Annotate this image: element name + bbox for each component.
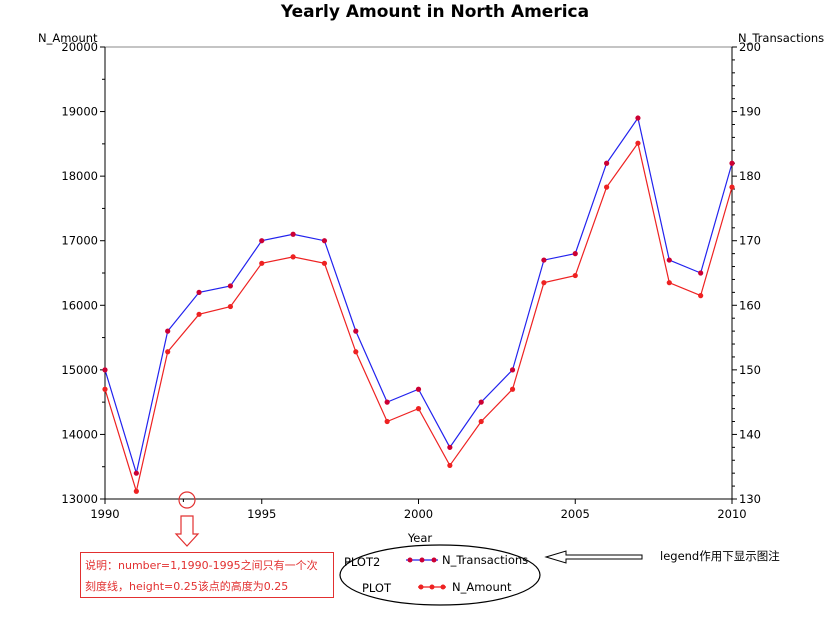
data-point-n-amount-1999 (384, 418, 390, 425)
y-tick-label-left: 18000 (61, 169, 98, 183)
data-point-n-amount-1994 (227, 303, 233, 310)
data-point-n-amount-2000 (415, 406, 422, 412)
y-tick-label-right: 170 (739, 234, 761, 248)
data-point-n-transactions-1992 (165, 328, 171, 334)
legend-group-plot: PLOT (362, 581, 392, 595)
data-point-n-transactions-1991 (133, 470, 139, 476)
data-point-n-amount-1996 (290, 254, 296, 260)
x-tick-label: 2010 (717, 507, 746, 521)
data-point-n-transactions-2010 (729, 160, 735, 166)
series-line-n-amount (104, 141, 733, 494)
y-tick-label-left: 15000 (61, 363, 98, 377)
y-tick-label-left: 19000 (61, 105, 98, 119)
data-point-n-amount-2002 (478, 418, 484, 425)
data-point-n-transactions-1999 (384, 399, 390, 405)
x-tick-label: 1995 (247, 507, 276, 521)
series-points (102, 115, 735, 494)
annotation-note-line1: 说明：number=1,1990-1995之间只有一个次 (85, 559, 318, 572)
plot-frame (104, 46, 733, 500)
minor-tick-highlight-circle (178, 491, 196, 509)
data-point-n-transactions-1993 (196, 289, 202, 295)
x-tick-label: 1990 (90, 507, 119, 521)
data-point-n-amount-2003 (509, 386, 516, 392)
y-axis-label-right: N_Transactions (738, 31, 824, 45)
data-point-n-amount-2009 (698, 293, 704, 299)
data-point-n-amount-2008 (666, 280, 672, 286)
legend-annotation-text: legend作用下显示图注 (660, 549, 780, 563)
y-tick-label-right: 140 (739, 427, 761, 441)
legend-label-transactions: N_Transactions (442, 553, 528, 567)
y-tick-label-left: 14000 (61, 427, 98, 441)
data-point-n-transactions-2006 (604, 160, 610, 166)
data-point-n-transactions-2008 (666, 257, 672, 263)
y-tick-label-left: 16000 (61, 298, 98, 312)
x-tick-label: 2000 (404, 507, 433, 521)
y-tick-label-right: 150 (739, 363, 761, 377)
y-axis-label-left: N_Amount (38, 31, 98, 45)
data-point-n-amount-2001 (447, 462, 453, 469)
y-tick-label-right: 180 (739, 169, 761, 183)
legend-group-plot2: PLOT2 (344, 555, 380, 569)
x-axis-label: Year (407, 531, 433, 545)
data-point-n-amount-1991 (133, 488, 139, 494)
data-point-n-amount-1992 (165, 349, 171, 355)
series-line-n-transactions (104, 116, 733, 476)
y-tick-label-left: 20000 (61, 40, 98, 54)
data-point-n-transactions-2005 (572, 251, 578, 257)
data-point-n-amount-2010 (729, 184, 735, 190)
data-point-n-transactions-2002 (478, 399, 484, 405)
chart-title: Yearly Amount in North America (280, 2, 589, 22)
legend-label-amount: N_Amount (452, 580, 512, 594)
axis-ticks: 13000 14000 15000 16000 17000 18000 19000 20000… (61, 40, 761, 521)
y-tick-label-right: 190 (739, 105, 761, 119)
series-lines (104, 116, 733, 494)
data-point-n-amount-1998 (353, 349, 359, 355)
data-point-n-transactions-2004 (541, 257, 547, 263)
annotation-note-box: 说明：number=1,1990-1995之间只有一个次 刻度线，height=… (80, 552, 334, 598)
data-point-n-transactions-2007 (635, 115, 641, 121)
data-point-n-transactions-2001 (447, 444, 453, 450)
legend-ellipse (339, 544, 541, 606)
legend-swatch-transactions (406, 557, 438, 563)
data-point-n-transactions-1997 (321, 238, 328, 244)
legend-swatch-amount (418, 584, 446, 590)
data-point-n-amount-1995 (259, 260, 265, 266)
data-point-n-transactions-1994 (227, 283, 233, 289)
data-point-n-transactions-2009 (698, 270, 704, 276)
data-point-n-amount-2006 (604, 184, 610, 190)
y-tick-label-left: 13000 (61, 492, 98, 506)
data-point-n-amount-2007 (635, 140, 641, 146)
y-tick-label-left: 17000 (61, 234, 98, 248)
data-point-n-amount-1993 (196, 311, 202, 317)
data-point-n-amount-1990 (102, 386, 108, 392)
data-point-n-transactions-2000 (415, 386, 422, 392)
data-point-n-amount-2005 (572, 272, 578, 279)
data-point-n-transactions-1995 (259, 238, 265, 244)
y-tick-label-right: 130 (739, 492, 761, 506)
data-point-n-transactions-1998 (353, 328, 359, 334)
y-tick-label-right: 200 (739, 40, 761, 54)
left-arrow-icon (544, 550, 643, 564)
data-point-n-amount-2004 (541, 280, 547, 286)
data-point-n-transactions-1996 (290, 231, 296, 237)
data-point-n-transactions-2003 (509, 367, 516, 373)
data-point-n-transactions-1990 (102, 367, 108, 373)
down-arrow-icon (174, 515, 200, 547)
annotation-note-line2: 刻度线，height=0.25该点的高度为0.25 (85, 580, 289, 593)
y-tick-label-right: 160 (739, 298, 761, 312)
data-point-n-amount-1997 (321, 260, 328, 266)
x-tick-label: 2005 (561, 507, 590, 521)
